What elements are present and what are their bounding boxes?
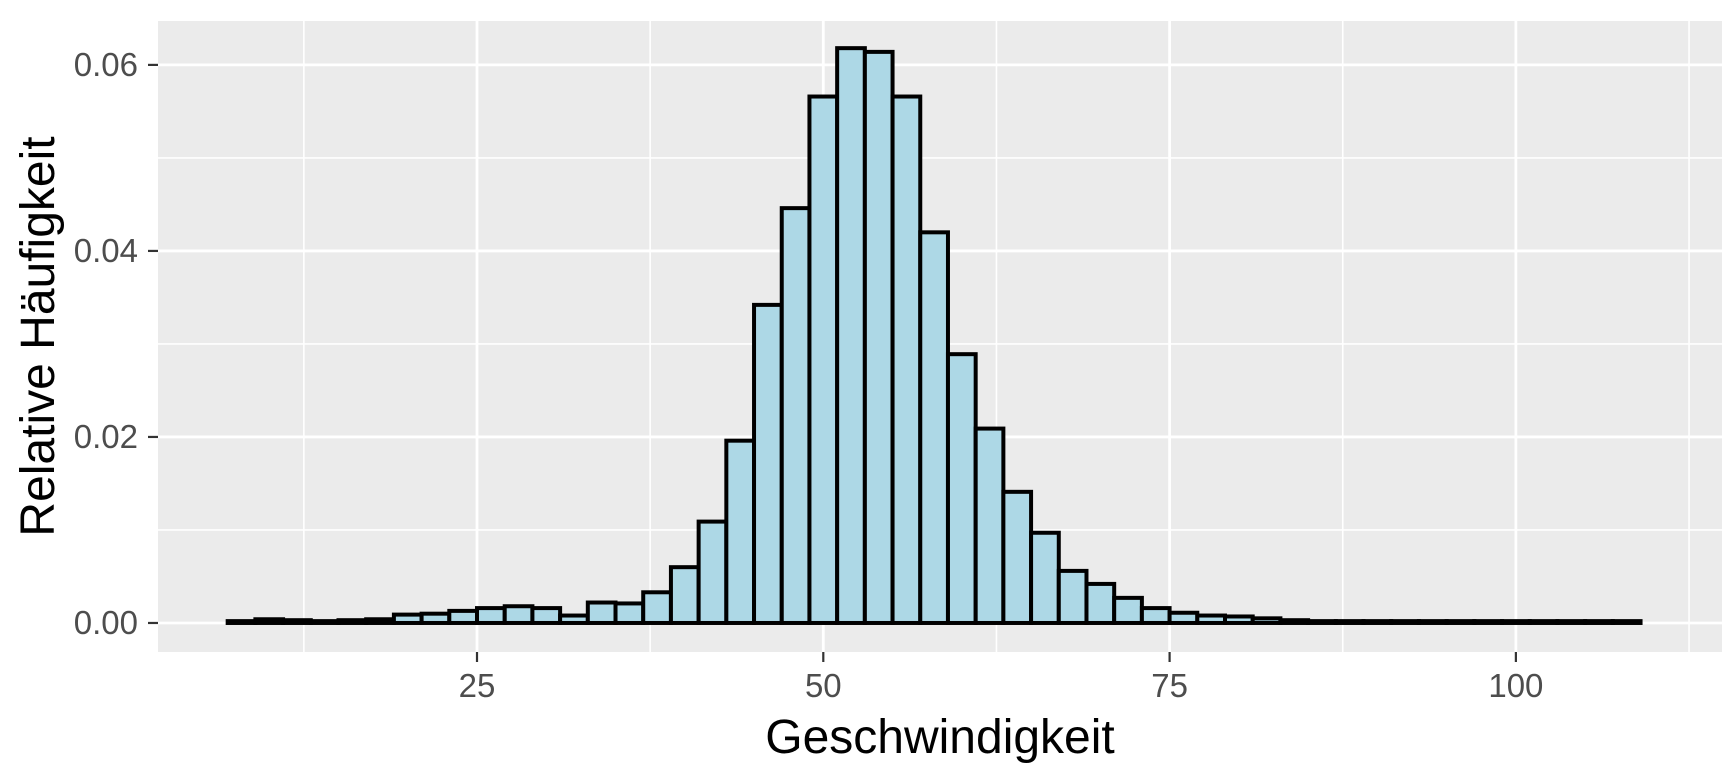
histogram-bar: [281, 618, 313, 625]
histogram-bar: [1139, 606, 1172, 625]
histogram-bar: [1056, 568, 1089, 625]
x-axis-title: Geschwindigkeit: [765, 711, 1115, 764]
histogram-bar: [1278, 618, 1311, 625]
histogram-bar: [336, 618, 369, 625]
histogram-bar: [364, 617, 396, 625]
histogram-bar: [1361, 619, 1394, 625]
histogram-bar: [585, 600, 618, 625]
y-axis-tick-label: 0.04: [74, 232, 138, 269]
histogram-bar: [1084, 581, 1117, 625]
histogram-bar: [1167, 610, 1200, 625]
histogram-bar: [973, 426, 1006, 625]
histogram-bar: [1029, 530, 1061, 625]
histogram-bar: [308, 619, 341, 625]
histogram-bar: [447, 608, 480, 625]
x-axis-tick-label: 75: [1151, 667, 1188, 704]
histogram-bar: [1389, 619, 1421, 625]
histogram-bar: [696, 519, 729, 625]
histogram-bar: [391, 612, 424, 625]
histogram-bar: [1555, 619, 1588, 625]
histogram-bar: [1610, 619, 1643, 625]
histogram-bar: [1250, 616, 1283, 625]
histogram-bar: [1500, 619, 1532, 625]
histogram-bar: [1527, 619, 1560, 625]
x-axis-tick-label: 100: [1488, 667, 1543, 704]
histogram-bar: [530, 606, 563, 625]
histogram-bar: [1583, 619, 1615, 625]
histogram-bar: [502, 604, 535, 625]
y-axis-tick-label: 0.02: [74, 418, 138, 455]
histogram-bar: [613, 601, 646, 625]
histogram-bar: [890, 94, 923, 625]
histogram-bar: [1222, 614, 1255, 625]
histogram-bar: [1112, 595, 1144, 625]
histogram-bar: [475, 606, 507, 625]
histogram-bar: [835, 46, 867, 625]
y-axis-tick-label: 0.06: [74, 46, 138, 83]
histogram-bar: [779, 206, 812, 625]
histogram-bar: [807, 94, 840, 625]
y-axis-title: Relative Häufigkeit: [12, 136, 65, 536]
histogram-bar: [668, 565, 701, 625]
histogram-bar: [1472, 619, 1505, 625]
histogram-bar: [1444, 619, 1477, 625]
histogram-bar: [918, 230, 950, 625]
x-axis-tick-label: 50: [805, 667, 842, 704]
histogram-bar: [419, 611, 452, 625]
y-axis-tick-label: 0.00: [74, 604, 138, 641]
histogram-bar: [752, 302, 784, 625]
histogram-bar: [1306, 619, 1338, 625]
histogram-bar: [1416, 619, 1449, 625]
histogram-bar: [724, 438, 757, 625]
histogram-bar: [225, 619, 258, 625]
histogram-bar: [1195, 613, 1227, 625]
histogram-bar: [1001, 489, 1034, 625]
histogram-bar: [862, 49, 895, 625]
histogram-bar: [641, 590, 673, 625]
histogram-bar: [253, 617, 286, 625]
x-axis-tick-label: 25: [459, 667, 496, 704]
histogram-bar: [558, 613, 590, 625]
histogram-bar: [945, 352, 978, 625]
histogram-bar: [1333, 619, 1366, 625]
